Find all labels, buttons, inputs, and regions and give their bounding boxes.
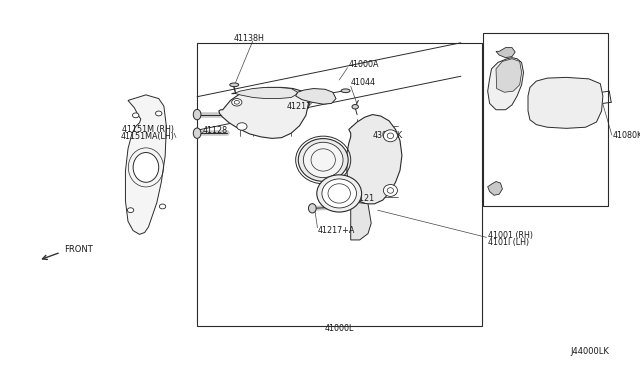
Text: 41217: 41217 [287, 102, 312, 110]
Text: 41044: 41044 [351, 78, 376, 87]
Polygon shape [488, 58, 524, 110]
Text: 41151M (RH): 41151M (RH) [122, 125, 174, 134]
Ellipse shape [193, 109, 201, 120]
Text: 41138H: 41138H [234, 34, 264, 43]
Text: 41080K: 41080K [613, 131, 640, 140]
Text: 43000K: 43000K [373, 131, 403, 140]
Polygon shape [125, 95, 166, 234]
Ellipse shape [159, 204, 166, 209]
Ellipse shape [322, 179, 356, 208]
Polygon shape [347, 115, 402, 204]
Ellipse shape [133, 153, 159, 182]
Polygon shape [528, 77, 603, 128]
Text: 4101I (LH): 4101I (LH) [488, 238, 529, 247]
Ellipse shape [127, 208, 134, 212]
Text: 41000A: 41000A [349, 60, 380, 69]
Ellipse shape [352, 105, 358, 109]
Text: 41000L: 41000L [324, 324, 354, 333]
Polygon shape [351, 200, 371, 240]
Ellipse shape [317, 175, 362, 212]
Text: J44000LK: J44000LK [570, 347, 609, 356]
Text: 41128: 41128 [202, 126, 227, 135]
Ellipse shape [308, 204, 316, 213]
Ellipse shape [156, 111, 162, 116]
Ellipse shape [383, 130, 397, 142]
Ellipse shape [230, 83, 239, 87]
Polygon shape [219, 87, 308, 138]
Polygon shape [496, 48, 515, 58]
Text: 41121: 41121 [350, 194, 375, 203]
Ellipse shape [341, 89, 350, 93]
Ellipse shape [298, 138, 348, 182]
Text: 41001 (RH): 41001 (RH) [488, 231, 532, 240]
Ellipse shape [193, 128, 201, 138]
Text: 41217+A: 41217+A [318, 226, 355, 235]
Ellipse shape [232, 99, 242, 106]
Polygon shape [232, 87, 298, 99]
Ellipse shape [383, 185, 397, 196]
Ellipse shape [237, 123, 247, 130]
Text: 41151MA(LH): 41151MA(LH) [120, 132, 174, 141]
Ellipse shape [303, 142, 343, 177]
Text: FRONT: FRONT [64, 246, 93, 254]
Bar [197, 43, 482, 326]
Ellipse shape [132, 113, 139, 118]
Bar [483, 33, 608, 206]
Polygon shape [496, 59, 522, 92]
Polygon shape [488, 182, 502, 195]
Polygon shape [296, 89, 336, 104]
